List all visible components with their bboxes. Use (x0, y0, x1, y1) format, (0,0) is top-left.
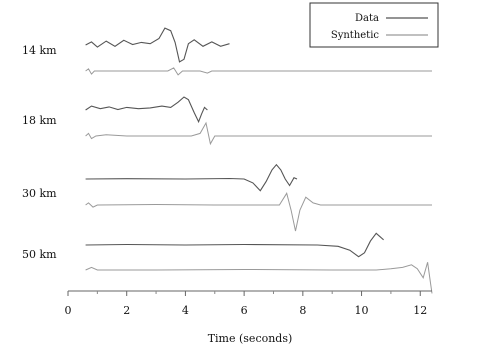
legend-box (309, 2, 439, 48)
data-trace-line (85, 27, 230, 63)
x-tick-label: 8 (299, 304, 306, 317)
trace-panel: 14 km (22, 27, 432, 76)
data-trace-line (85, 163, 298, 192)
x-axis-title: Time (seconds) (208, 332, 293, 345)
legend: Data Synthetic (309, 2, 439, 48)
x-tick-label: 0 (65, 304, 72, 317)
trace-distance-label: 14 km (22, 44, 57, 57)
x-tick-label: 2 (123, 304, 130, 317)
synthetic-trace-line (85, 121, 432, 146)
trace-panel: 18 km (22, 96, 432, 146)
x-tick-group: 0 2 4 6 8 10 12 (65, 291, 427, 317)
trace-panel: 30 km (22, 163, 432, 232)
synthetic-trace-line (85, 262, 433, 294)
synthetic-trace-line (85, 192, 432, 232)
trace-distance-label: 50 km (22, 248, 57, 261)
x-tick-label: 6 (241, 304, 248, 317)
data-trace-line (85, 232, 384, 258)
legend-label-synthetic: Synthetic (331, 30, 380, 41)
trace-distance-label: 18 km (22, 114, 57, 127)
x-axis: 0 2 4 6 8 10 12 Time (seconds) (65, 290, 432, 345)
trace-panels: 14 km 18 km 30 km 50 km (22, 27, 433, 294)
trace-distance-label: 30 km (22, 187, 57, 200)
synthetic-trace-line (85, 67, 432, 76)
legend-label-data: Data (355, 13, 379, 24)
data-trace-line (85, 96, 208, 124)
x-tick-label: 12 (413, 304, 427, 317)
x-tick-label: 4 (182, 304, 189, 317)
x-tick-label: 10 (355, 304, 369, 317)
trace-panel: 50 km (22, 232, 433, 294)
